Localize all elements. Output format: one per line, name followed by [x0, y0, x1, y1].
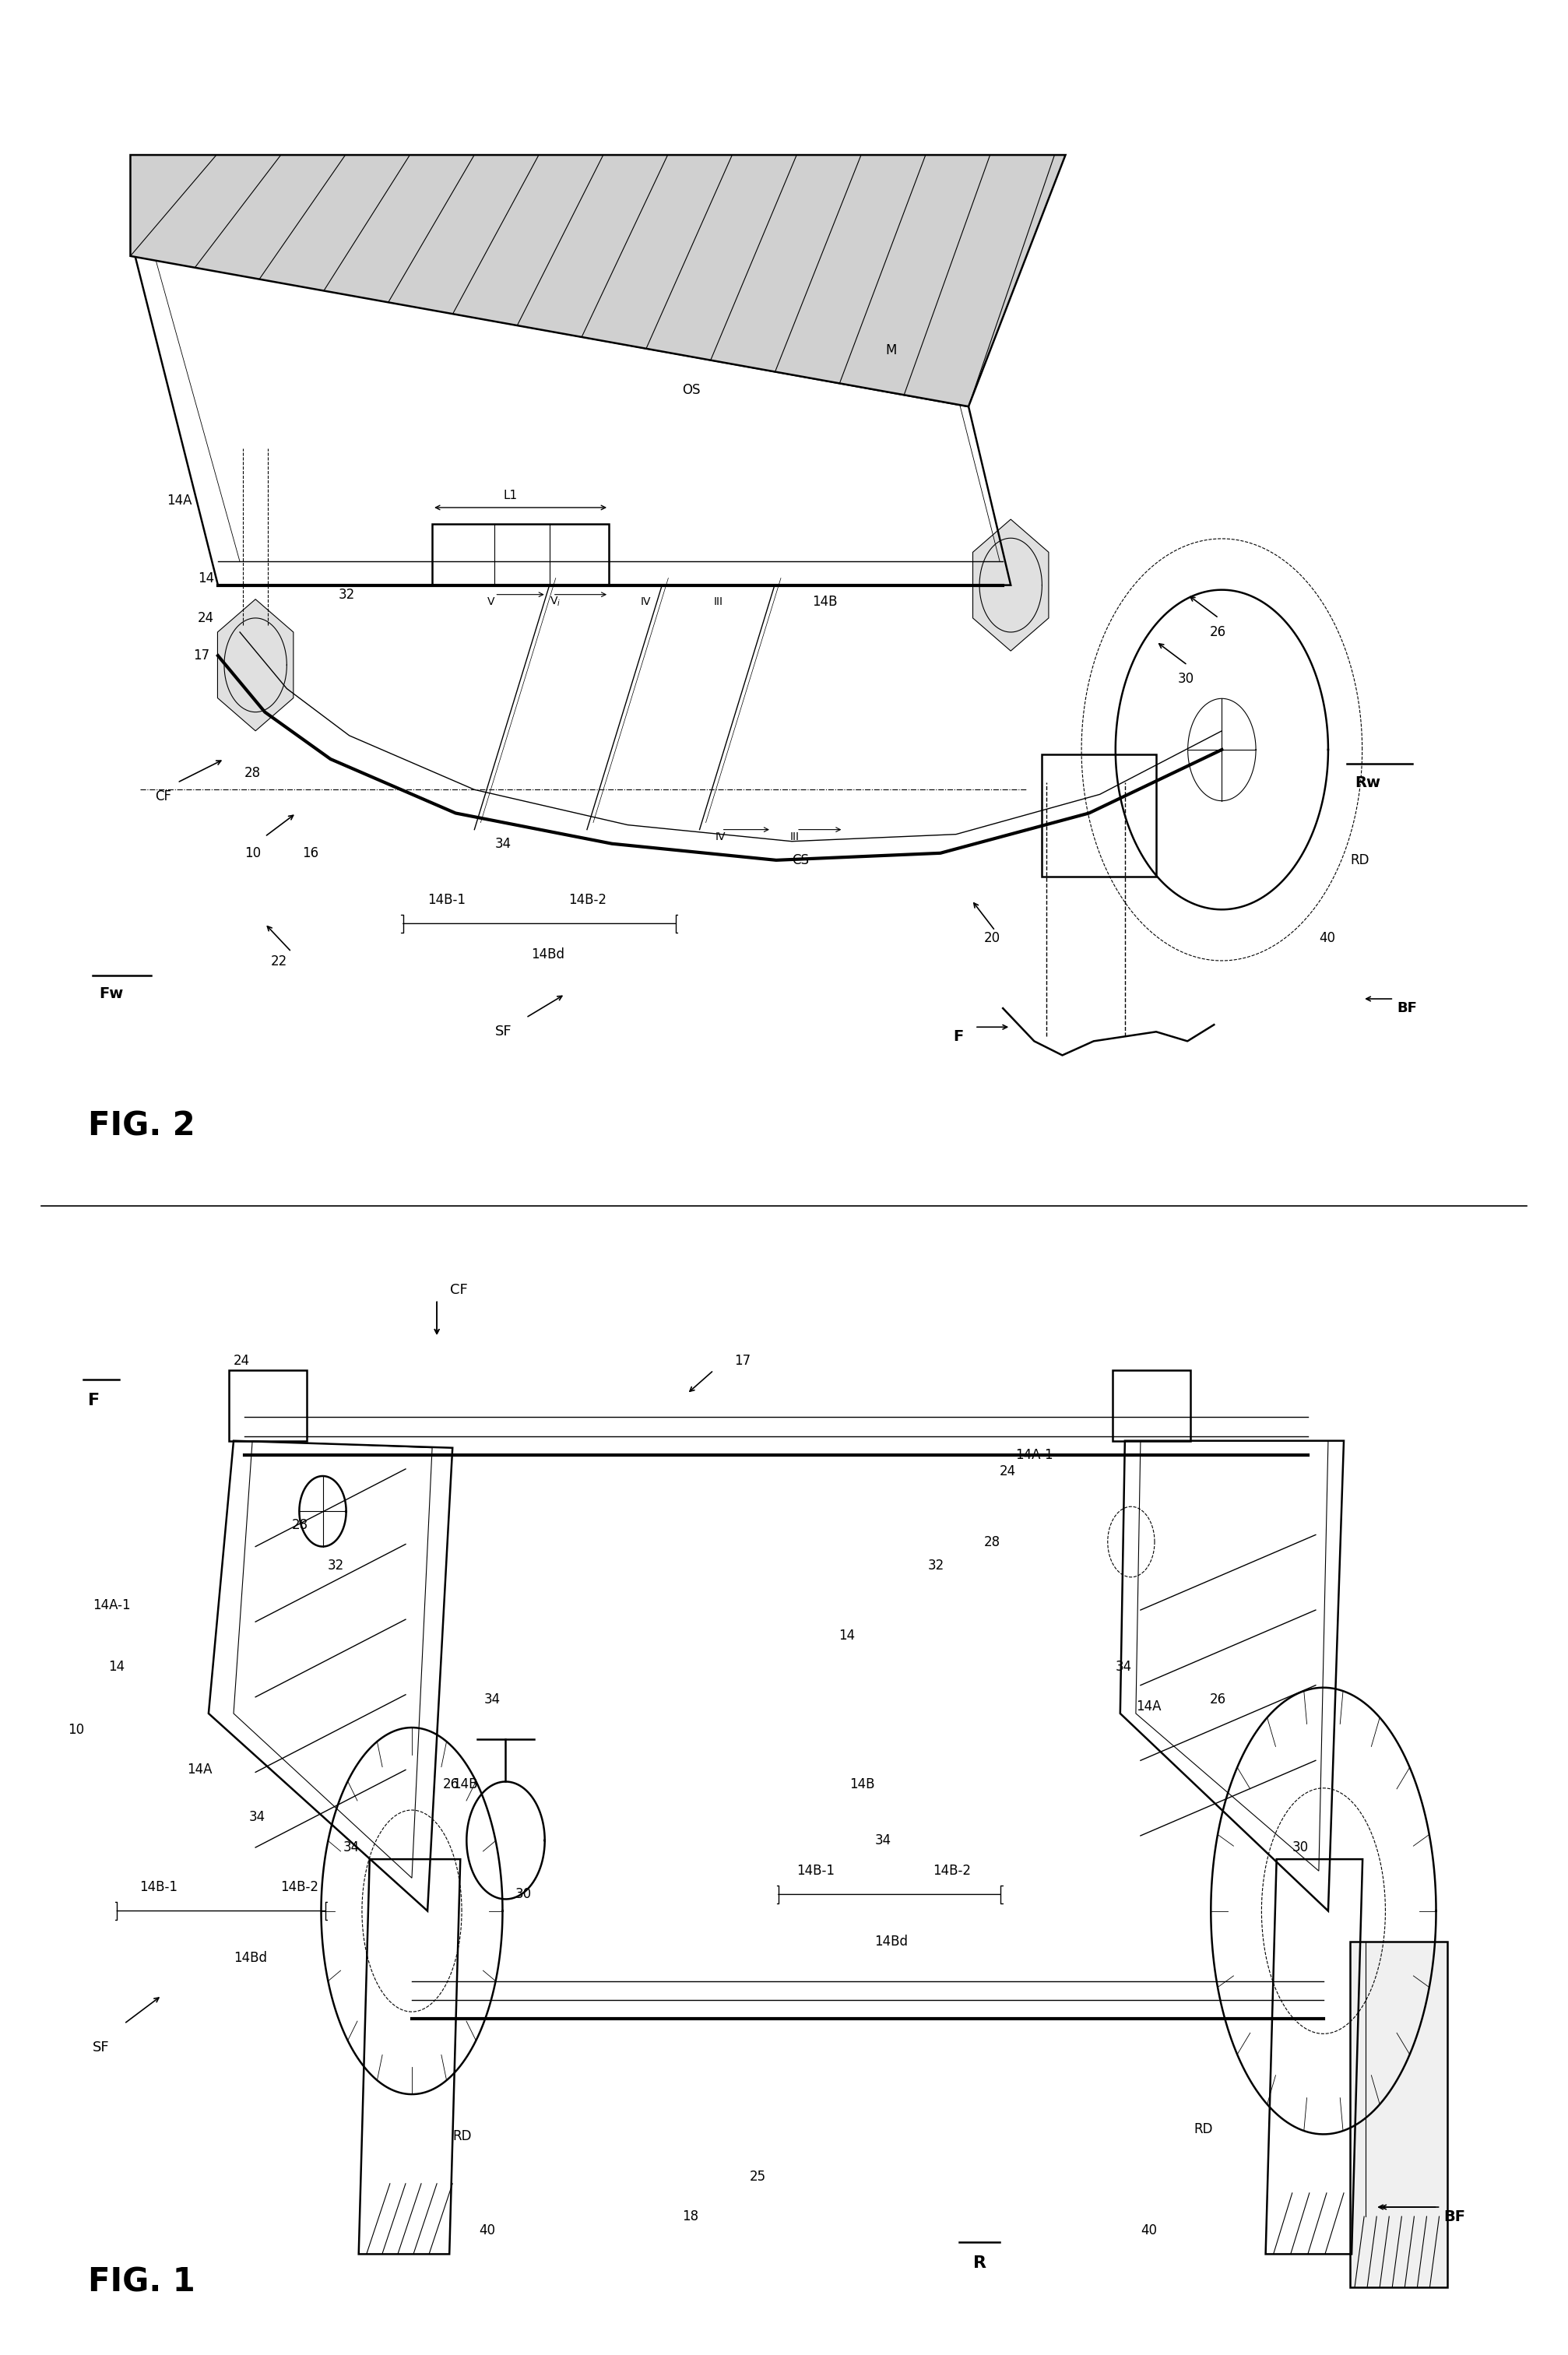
Text: 28: 28	[985, 1535, 1000, 1550]
Text: 34: 34	[343, 1842, 359, 1853]
Text: CF: CF	[155, 789, 172, 803]
Text: 14Bd: 14Bd	[234, 1950, 267, 1964]
Polygon shape	[972, 520, 1049, 650]
Text: 34: 34	[485, 1693, 500, 1707]
Text: FIG. 2: FIG. 2	[88, 1109, 196, 1142]
Text: 34: 34	[1115, 1660, 1132, 1674]
Text: IV: IV	[640, 596, 651, 608]
Text: RD: RD	[1350, 853, 1369, 867]
Text: 34: 34	[249, 1811, 265, 1823]
Text: 26: 26	[1209, 1693, 1226, 1707]
Text: CS: CS	[792, 853, 809, 867]
Text: BF: BF	[1397, 1001, 1417, 1015]
Text: 16: 16	[303, 845, 318, 860]
Text: 30: 30	[1178, 671, 1195, 685]
Text: 14A: 14A	[187, 1764, 212, 1778]
Text: 14B-2: 14B-2	[933, 1863, 971, 1877]
Text: F: F	[953, 1029, 963, 1043]
Text: 24: 24	[234, 1354, 249, 1368]
Text: 32: 32	[928, 1559, 944, 1573]
Text: SF: SF	[93, 2039, 110, 2054]
Text: 10: 10	[67, 1724, 85, 1738]
Polygon shape	[130, 155, 1066, 407]
Text: L1: L1	[503, 490, 517, 502]
Text: 40: 40	[1319, 930, 1334, 944]
Text: 14B-1: 14B-1	[140, 1879, 177, 1893]
Text: 14Bd: 14Bd	[875, 1933, 908, 1948]
Text: M: M	[886, 344, 897, 358]
Text: 24: 24	[198, 610, 215, 624]
Text: CF: CF	[450, 1283, 467, 1298]
Text: IV: IV	[715, 831, 726, 843]
Text: 14Bd: 14Bd	[530, 947, 564, 961]
Text: F: F	[88, 1394, 100, 1408]
Text: 14B: 14B	[453, 1778, 478, 1792]
Text: OS: OS	[682, 384, 701, 398]
Text: 17: 17	[193, 648, 210, 662]
Text: 34: 34	[495, 836, 511, 850]
Text: 28: 28	[292, 1519, 307, 1533]
Text: V$_i$: V$_i$	[549, 596, 561, 608]
Text: 26: 26	[444, 1778, 459, 1792]
Text: 14B-1: 14B-1	[797, 1863, 834, 1877]
Text: SF: SF	[495, 1024, 511, 1039]
Text: 14A: 14A	[166, 495, 191, 509]
Text: 18: 18	[682, 2209, 699, 2223]
Text: 14B-1: 14B-1	[428, 893, 466, 907]
Text: 14B-2: 14B-2	[568, 893, 607, 907]
Text: FIG. 1: FIG. 1	[88, 2266, 196, 2298]
Text: Rw: Rw	[1355, 775, 1380, 789]
Text: 25: 25	[750, 2169, 767, 2183]
Text: 32: 32	[328, 1559, 343, 1573]
Text: 40: 40	[480, 2223, 495, 2237]
Text: R: R	[972, 2256, 986, 2270]
Text: 30: 30	[514, 1886, 532, 1900]
Text: 40: 40	[1140, 2223, 1157, 2237]
Text: III: III	[790, 831, 800, 843]
Text: 30: 30	[1292, 1842, 1309, 1853]
Text: 14: 14	[198, 570, 215, 584]
Text: BF: BF	[1444, 2209, 1466, 2223]
Text: 17: 17	[734, 1354, 751, 1368]
Text: 14A-1: 14A-1	[93, 1599, 130, 1613]
Text: RD: RD	[1193, 2122, 1212, 2136]
Text: 10: 10	[245, 845, 260, 860]
Text: 14B: 14B	[812, 593, 837, 608]
Text: 32: 32	[339, 586, 354, 601]
Text: 26: 26	[1209, 624, 1226, 638]
Polygon shape	[1350, 1941, 1447, 2287]
Text: 34: 34	[875, 1835, 891, 1846]
Text: 24: 24	[1000, 1465, 1016, 1479]
Text: 28: 28	[245, 765, 260, 780]
Text: 14: 14	[839, 1630, 855, 1644]
Text: Fw: Fw	[99, 987, 124, 1001]
Text: 14A-1: 14A-1	[1016, 1448, 1054, 1462]
Text: 14: 14	[108, 1660, 125, 1674]
Text: III: III	[713, 596, 723, 608]
Text: 14B: 14B	[850, 1778, 875, 1792]
Text: 14B-2: 14B-2	[281, 1879, 318, 1893]
Text: V: V	[488, 596, 494, 608]
Text: 14A: 14A	[1135, 1700, 1162, 1714]
Text: 20: 20	[985, 930, 1000, 944]
Text: RD: RD	[453, 2129, 472, 2143]
Text: 22: 22	[271, 954, 287, 968]
Polygon shape	[218, 598, 293, 730]
